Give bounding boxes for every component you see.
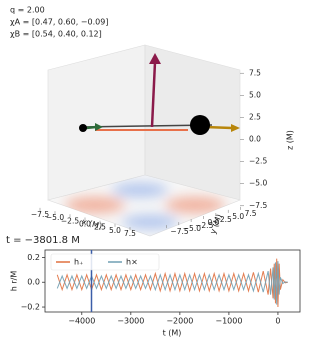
spin-a-arrow: [85, 125, 97, 130]
x-tick-label: −5.0: [46, 213, 64, 222]
x-axis-label: t (M): [163, 329, 182, 338]
z-tick-label: −5.0: [249, 179, 267, 188]
z-tick-label: 5.0: [249, 90, 261, 99]
y-tick-label: 0.0: [208, 218, 220, 227]
x-tick-label: −3000: [117, 317, 144, 326]
y-tick-label: 5.0: [232, 212, 244, 221]
arrow-head: [149, 53, 161, 64]
x-tick-label: −4000: [68, 317, 95, 326]
z-axis-label: z (M): [286, 130, 295, 150]
z-tick-label: −7.5: [249, 201, 267, 210]
z-tick-label: 0.0: [249, 135, 261, 144]
x-tick-label: 7.5: [124, 229, 136, 238]
annotation: χA = [0.47, 0.60, −0.09]: [10, 18, 108, 27]
x-tick-label: 2.5: [94, 223, 106, 232]
y-tick-label: 2.5: [220, 215, 232, 224]
annotation: χB = [0.54, 0.40, 0.12]: [10, 30, 102, 39]
arrow-head: [95, 123, 103, 131]
time-title: t = −3801.8 M: [6, 235, 80, 246]
x-tick-label: −1000: [215, 317, 242, 326]
floor-pane: [46, 174, 241, 237]
waveform-line: [56, 261, 288, 305]
arrow-head: [231, 124, 240, 132]
z-tick-label: 7.5: [249, 68, 261, 77]
x-tick-label: 5.0: [109, 226, 121, 235]
figure: q = 2.00 χA = [0.47, 0.60, −0.09] χB = […: [6, 6, 301, 338]
y-tick-label: 7.5: [245, 209, 257, 218]
x-tick-label: 0: [275, 317, 280, 326]
back-pane-left: [47, 44, 146, 201]
y-axis-label: h r/M: [10, 271, 19, 292]
x-tick-label: −7.5: [31, 210, 49, 219]
y-tick-label: 0.0: [27, 278, 40, 287]
y-tick-label: −7.5: [170, 227, 188, 236]
x-tick-label: −2000: [166, 317, 193, 326]
y-tick-label: 0.2: [27, 253, 40, 262]
black-hole-b: [79, 124, 87, 132]
x-tick-label: 0.0: [79, 220, 91, 229]
legend-label: h×: [126, 258, 138, 267]
y-tick-label: −2.5: [195, 221, 213, 230]
angular-momentum-arrow: [150, 61, 157, 128]
floor-contour: [65, 183, 225, 229]
black-hole-a: [190, 115, 210, 135]
y-tick-label: −0.2: [21, 303, 40, 312]
waveform-line: [56, 258, 288, 308]
legend-box: [50, 253, 160, 271]
z-tick-label: 2.5: [249, 112, 261, 121]
y-tick-label: −5.0: [183, 224, 201, 233]
z-tick-label: −2.5: [249, 157, 267, 166]
x-tick-label: −2.5: [61, 216, 79, 225]
annotation: q = 2.00: [10, 6, 45, 15]
legend-label: h₊: [74, 258, 83, 267]
